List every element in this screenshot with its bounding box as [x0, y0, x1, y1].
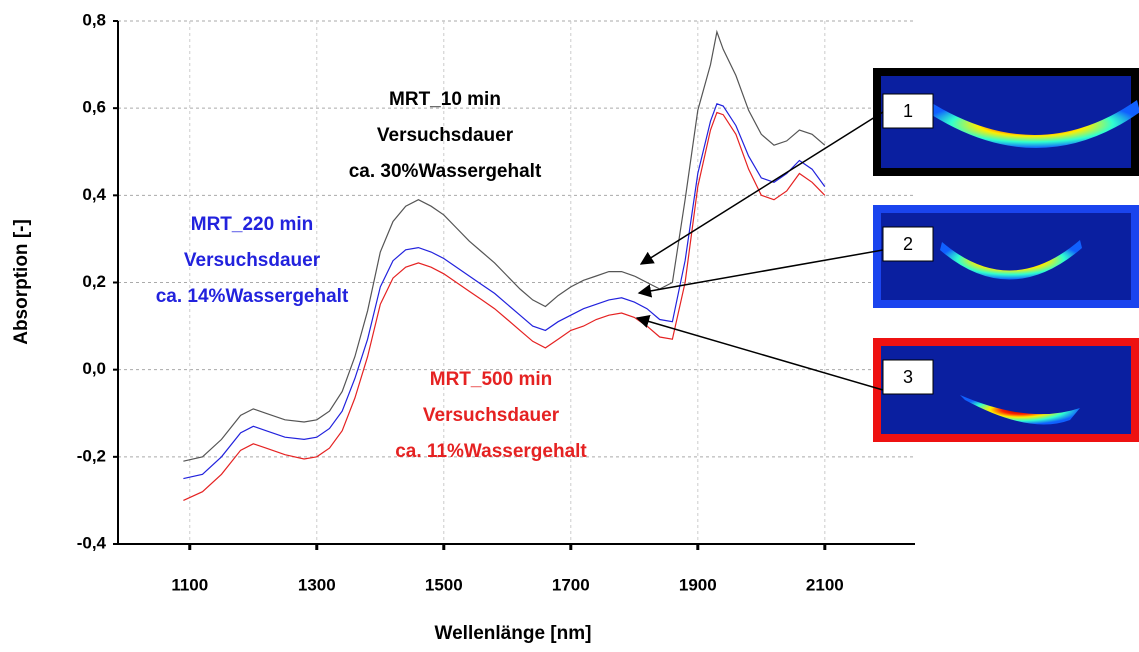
y-tick-label: 0,6 — [82, 98, 106, 117]
series-label-detail: ca. 30%Wassergehalt — [349, 161, 542, 182]
series-label: MRT_220 min — [191, 214, 313, 235]
y-tick-label: -0,4 — [77, 533, 107, 552]
inset-arc — [940, 240, 1082, 280]
y-tick-label: -0,2 — [77, 446, 106, 465]
inset-number-box — [882, 359, 934, 395]
annotations: MRT_10 min Versuchsdauer ca. 30%Wassergeha… — [156, 89, 588, 462]
grid: -0,4 -0,2 0,0 0,2 0,4 0,6 0,8 1100 1300 1500 1700 1… — [77, 10, 915, 594]
series-line — [183, 111, 826, 501]
insets: 1 2 3 — [873, 68, 1139, 442]
x-tick-label: 2100 — [806, 575, 844, 594]
inset-image — [924, 100, 1139, 148]
inset-number: 1 — [903, 101, 913, 121]
plot-lines — [183, 29, 826, 501]
x-axis-title: Wellenlänge [nm] — [435, 623, 592, 644]
series-label-detail: Versuchsdauer — [184, 250, 321, 271]
arrow — [635, 314, 884, 391]
x-tick-label: 1300 — [298, 575, 336, 594]
series-label: MRT_500 min — [430, 369, 552, 390]
arrows — [635, 111, 884, 391]
inset-arc — [924, 100, 1139, 148]
x-tick-label: 1700 — [552, 575, 590, 594]
inset-number: 2 — [903, 234, 913, 254]
inset-image — [940, 240, 1082, 280]
series-label-detail: Versuchsdauer — [377, 125, 514, 146]
series-line — [183, 103, 826, 480]
arrow — [639, 111, 884, 265]
series-line — [183, 29, 826, 462]
inset-arc — [960, 395, 1080, 425]
x-tick-label: 1100 — [171, 575, 208, 594]
y-tick-label: 0,2 — [82, 272, 106, 291]
series-label-detail: Versuchsdauer — [423, 405, 560, 426]
inset-image — [960, 395, 1080, 425]
series-label-detail: ca. 14%Wassergehalt — [156, 286, 349, 307]
x-tick-label: 1500 — [425, 575, 463, 594]
inset-number: 3 — [903, 367, 913, 387]
arrow — [637, 249, 884, 298]
y-tick-label: 0,8 — [82, 10, 106, 29]
y-tick-label: 0,0 — [82, 359, 106, 378]
x-tick-label: 1900 — [679, 575, 717, 594]
y-axis-title: Absorption [-] — [11, 219, 32, 345]
inset-number-box — [882, 226, 934, 262]
series-label-detail: ca. 11%Wassergehalt — [395, 441, 587, 462]
y-tick-label: 0,4 — [82, 185, 106, 204]
inset-number-box — [882, 93, 934, 129]
series-label: MRT_10 min — [389, 89, 501, 110]
